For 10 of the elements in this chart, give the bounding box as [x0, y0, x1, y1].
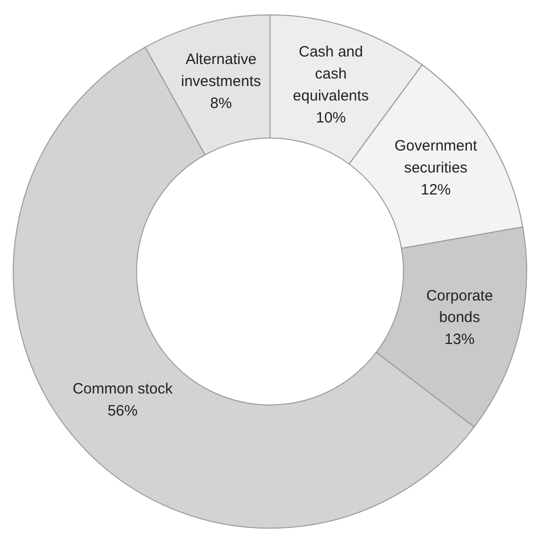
data-label: 10% — [316, 110, 346, 127]
data-label: 56% — [108, 402, 138, 420]
slice-label: Alternative investments — [180, 51, 262, 90]
data-label: 12% — [420, 182, 451, 199]
data-label: 8% — [210, 95, 232, 112]
slice-label: Government securities — [394, 138, 478, 177]
slice-label: Corporate bonds — [426, 287, 493, 326]
slice-label: Common stock — [72, 380, 174, 398]
slice-label: Cash and cash equivalents — [292, 44, 369, 105]
data-label: 13% — [444, 331, 475, 348]
